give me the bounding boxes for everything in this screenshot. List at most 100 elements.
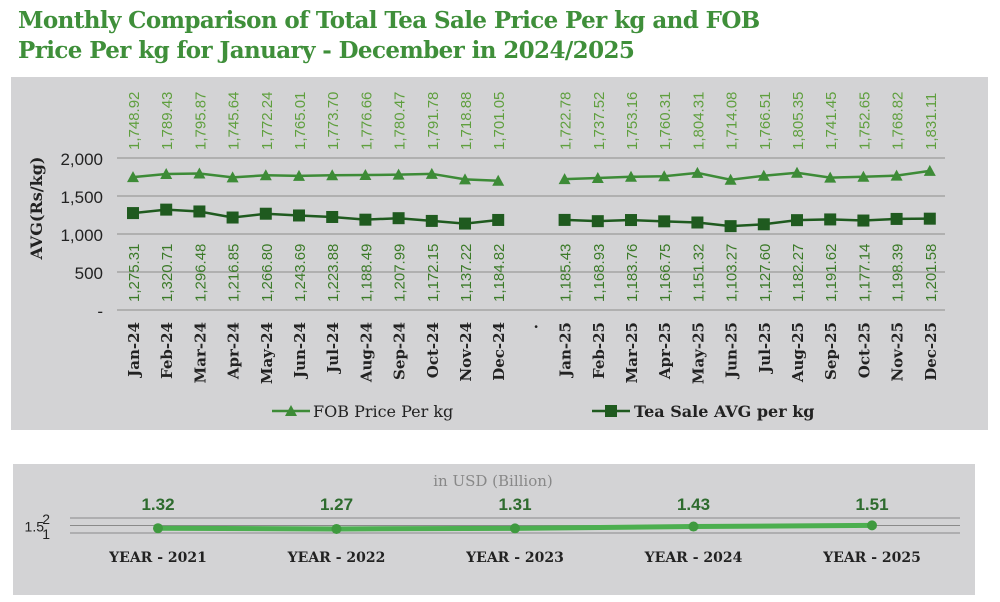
fob-data-label: 1,780.47: [392, 92, 409, 150]
x-tick-label: Oct-25: [855, 322, 873, 378]
tea-sale-data-label: 1,137.22: [458, 244, 475, 302]
tea-sale-point: [691, 216, 704, 229]
tea-sale-data-label: 1,185.43: [558, 244, 575, 302]
x-tick-label: Jul-25: [756, 322, 774, 375]
y-tick-label: 1.5: [25, 519, 45, 535]
fob-point: [857, 170, 870, 182]
y-tick-label: 500: [75, 264, 103, 283]
tea-sale-data-label: 1,151.32: [690, 244, 707, 302]
tea-sale-point: [425, 214, 438, 227]
tea-sale-point: [226, 211, 239, 224]
tea-sale-data-label: 1,296.48: [192, 244, 209, 302]
tea-sale-point: [293, 209, 305, 222]
tea-sale-data-label: 1,320.71: [159, 244, 176, 302]
tea-sale-data-label: 1,207.99: [392, 244, 409, 302]
y-tick-label: 2,000: [60, 150, 103, 169]
tea-sale-point: [558, 213, 571, 226]
series-line-fob: [132, 172, 499, 182]
x-tick-label: Dec-24: [490, 322, 508, 381]
tea-sale-point: [591, 215, 604, 228]
tea-sale-point: [326, 210, 339, 223]
x-tick-label: Jun-25: [723, 322, 741, 380]
x-tick-label: Aug-24: [357, 322, 375, 383]
x-tick-label: Mar-24: [191, 322, 209, 383]
y-tick-label: 1,500: [60, 188, 103, 207]
usd-point: [510, 523, 520, 534]
y-axis-label: AVG(Rs/kg): [27, 157, 46, 261]
tea-sale-data-label: 1,191.62: [823, 244, 840, 302]
tea-sale-point: [625, 214, 637, 227]
legend-fob-label: FOB Price Per kg: [313, 402, 453, 421]
fob-point: [923, 164, 936, 176]
x-tick-label: Sep-24: [391, 322, 409, 380]
x-tick-label: Jul-24: [324, 322, 342, 375]
fob-point: [558, 173, 571, 185]
y-tick-label: 1: [42, 526, 50, 542]
x-tick-label: May-25: [689, 322, 707, 384]
x-tick-label: Mar-25: [623, 322, 641, 383]
fob-point: [359, 168, 372, 180]
fob-data-label: 1,789.43: [159, 92, 176, 150]
x-tick-label: Apr-24: [225, 322, 243, 380]
fob-data-label: 1,772.24: [259, 92, 276, 150]
tea-sale-point: [459, 217, 471, 230]
fob-point: [326, 169, 339, 181]
x-tick-label: Sep-25: [822, 322, 840, 380]
fob-data-label: 1,831.11: [923, 93, 940, 150]
tea-sale-point: [923, 212, 936, 225]
tea-sale-data-label: 1,166.75: [657, 244, 674, 302]
usd-point: [688, 521, 699, 532]
fob-point: [691, 166, 704, 178]
tea-sale-data-label: 1,275.31: [126, 244, 143, 302]
fob-point: [425, 167, 438, 179]
x-tick-label: Nov-24: [457, 322, 475, 382]
triangle-icon: [285, 405, 297, 416]
fob-point: [459, 173, 471, 185]
tea-sale-data-label: 1,183.76: [624, 244, 641, 302]
fob-point: [791, 166, 803, 178]
tea-sale-data-label: 1,184.82: [491, 244, 508, 302]
fob-data-label: 1,768.82: [890, 92, 907, 150]
tea-sale-data-label: 1,223.88: [325, 244, 342, 302]
fob-data-label: 1,804.31: [690, 92, 707, 150]
x-tick-label: Feb-24: [158, 322, 176, 379]
fob-point: [492, 174, 505, 186]
tea-sale-data-label: 1,198.39: [890, 244, 907, 302]
fob-point: [392, 168, 405, 180]
fob-data-label: 1,791.78: [425, 92, 442, 150]
tea-sale-data-label: 1,266.80: [259, 244, 276, 302]
fob-data-label: 1,752.65: [856, 92, 873, 150]
fob-data-label: 1,722.78: [558, 92, 575, 150]
usd-data-label: 1.43: [677, 495, 710, 514]
x-tick-label: YEAR - 2022: [287, 550, 386, 566]
x-tick-label: YEAR - 2024: [644, 550, 743, 566]
fob-point: [625, 170, 637, 182]
fob-data-label: 1,741.45: [823, 92, 840, 150]
tea-sale-point: [259, 207, 272, 220]
fob-data-label: 1,714.08: [724, 92, 741, 150]
chart-title-line-1: Monthly Comparison of Total Tea Sale Pri…: [18, 7, 760, 34]
tea-sale-data-label: 1,168.93: [591, 244, 608, 302]
x-tick-label: Nov-25: [889, 322, 907, 382]
tea-sale-data-label: 1,177.14: [856, 244, 873, 302]
tea-sale-data-label: 1,172.15: [425, 244, 442, 302]
tea-sale-data-label: 1,127.60: [757, 244, 774, 302]
tea-sale-point: [658, 215, 671, 228]
y-tick-label: 1,000: [60, 226, 103, 245]
tea-sale-data-label: 1,182.27: [790, 244, 807, 302]
x-tick-label: Jan-24: [125, 322, 143, 379]
fob-point: [724, 173, 737, 185]
tea-sale-point: [757, 218, 770, 231]
usd-data-label: 1.51: [855, 495, 888, 514]
usd-point: [153, 523, 163, 534]
fob-data-label: 1,753.16: [624, 92, 641, 150]
fob-point: [259, 169, 272, 181]
tea-sale-point: [160, 203, 173, 216]
legend: FOB Price Per kg Tea Sale AVG per kg: [272, 402, 814, 421]
tea-sale-data-label: 1,103.27: [724, 244, 741, 302]
x-tick-label: Aug-25: [789, 322, 807, 383]
fob-point: [824, 171, 837, 183]
fob-data-label: 1,765.01: [292, 92, 309, 150]
series-line-fob: [564, 169, 930, 181]
tea-sale-data-label: 1,243.69: [292, 244, 309, 302]
